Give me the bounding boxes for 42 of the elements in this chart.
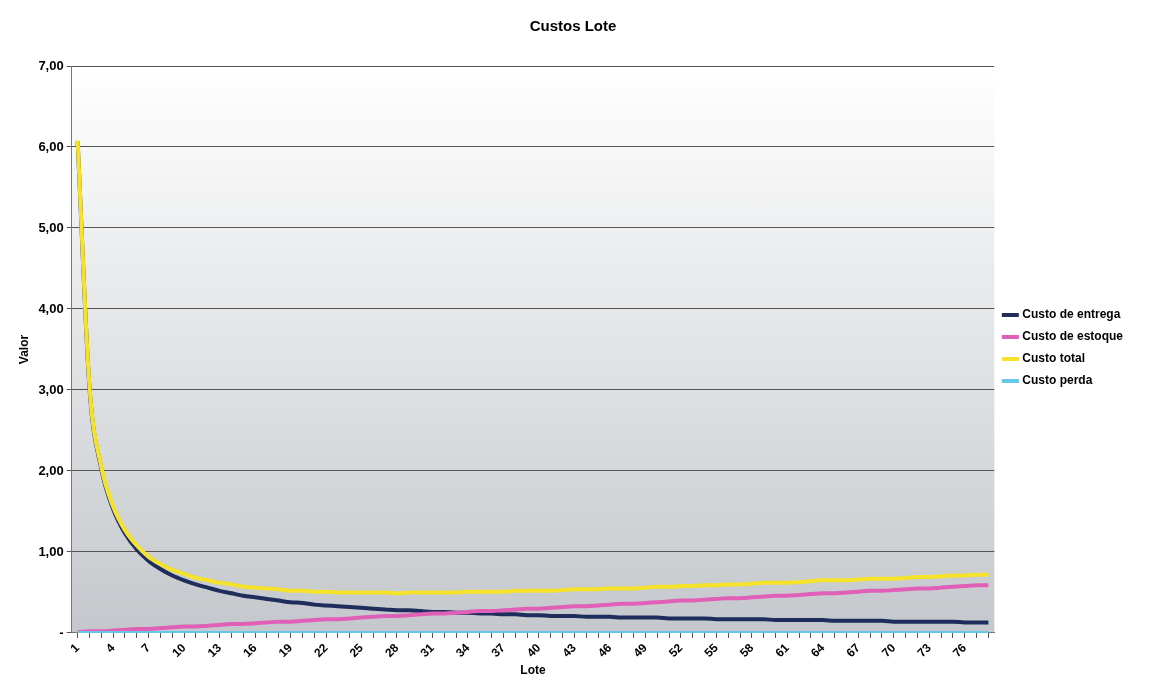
x-tick-label: 76 (949, 640, 970, 660)
x-tick-label: 34 (453, 640, 473, 660)
x-tick-label: 49 (630, 640, 651, 660)
x-tick-label: 37 (488, 640, 509, 660)
x-tick-label: 25 (346, 640, 367, 660)
x-tick-label: 58 (736, 640, 757, 660)
x-tick-label: 61 (772, 640, 793, 660)
chart-title: Custos Lote (529, 17, 617, 35)
x-tick-label: 28 (382, 640, 402, 660)
x-tick-label: 40 (524, 640, 544, 660)
x-tick-label: 22 (311, 640, 331, 660)
x-axis-title: Lote (520, 663, 546, 678)
y-tick-label: 6,00 (38, 138, 64, 154)
x-tick-label: 31 (417, 640, 438, 660)
x-tick-label: 52 (665, 640, 686, 660)
y-tick-label: 2,00 (38, 462, 64, 478)
legend-label: Custo de entrega (1022, 307, 1121, 322)
x-tick-label: 70 (878, 640, 899, 660)
y-tick-label: 3,00 (38, 381, 64, 397)
x-tick-label: 7 (138, 640, 154, 656)
x-tick-label: 55 (701, 640, 722, 660)
legend-label: Custo total (1022, 351, 1085, 366)
line-series (75, 583, 991, 633)
x-tick-label: 43 (559, 640, 580, 660)
y-tick-label: 5,00 (38, 219, 64, 235)
legend-label: Custo perda (1022, 373, 1093, 388)
x-tick-label: 19 (275, 640, 296, 660)
y-axis-title: Valor (16, 334, 31, 365)
x-tick-label: 16 (240, 640, 260, 660)
x-tick-label: 10 (169, 640, 189, 660)
x-tick-label: 13 (204, 640, 225, 660)
x-tick-label: 46 (595, 640, 615, 660)
y-tick-label: 7,00 (38, 57, 64, 73)
x-tick-label: 67 (843, 640, 863, 660)
x-tick-label: 73 (914, 640, 934, 660)
x-tick-label: 1 (67, 640, 83, 656)
y-tick-label: - (59, 624, 64, 640)
legend-label: Custo de estoque (1022, 329, 1124, 344)
x-tick-label: 4 (102, 640, 118, 656)
x-tick-label: 64 (807, 640, 828, 660)
y-tick-label: 4,00 (38, 300, 64, 316)
y-tick-label: 1,00 (38, 543, 64, 559)
